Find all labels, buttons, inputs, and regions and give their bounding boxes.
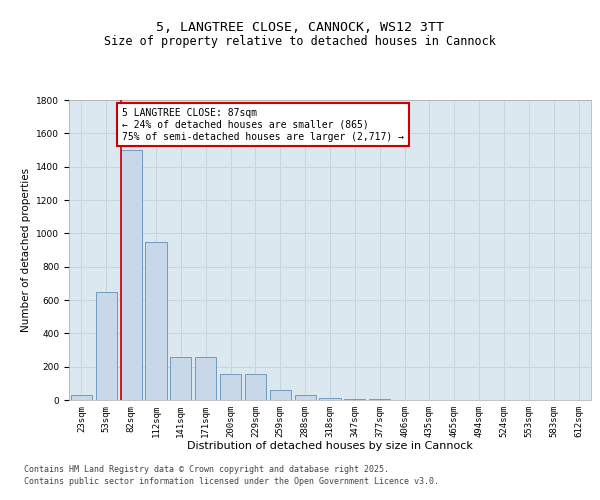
- Bar: [71, 395, 92, 400]
- Bar: [170, 356, 191, 400]
- Y-axis label: Number of detached properties: Number of detached properties: [21, 168, 31, 332]
- Bar: [245, 374, 266, 400]
- Bar: [295, 395, 316, 400]
- Bar: [369, 399, 390, 400]
- Text: Contains HM Land Registry data © Crown copyright and database right 2025.: Contains HM Land Registry data © Crown c…: [24, 464, 389, 473]
- Bar: [220, 374, 241, 400]
- Text: 5 LANGTREE CLOSE: 87sqm
← 24% of detached houses are smaller (865)
75% of semi-d: 5 LANGTREE CLOSE: 87sqm ← 24% of detache…: [122, 108, 404, 142]
- Bar: [195, 356, 216, 400]
- Bar: [344, 399, 365, 400]
- Bar: [145, 242, 167, 400]
- Bar: [121, 150, 142, 400]
- Text: Contains public sector information licensed under the Open Government Licence v3: Contains public sector information licen…: [24, 476, 439, 486]
- Text: 5, LANGTREE CLOSE, CANNOCK, WS12 3TT: 5, LANGTREE CLOSE, CANNOCK, WS12 3TT: [156, 21, 444, 34]
- Bar: [270, 390, 291, 400]
- Bar: [96, 292, 117, 400]
- Text: Size of property relative to detached houses in Cannock: Size of property relative to detached ho…: [104, 34, 496, 48]
- Bar: [319, 398, 341, 400]
- X-axis label: Distribution of detached houses by size in Cannock: Distribution of detached houses by size …: [187, 442, 473, 452]
